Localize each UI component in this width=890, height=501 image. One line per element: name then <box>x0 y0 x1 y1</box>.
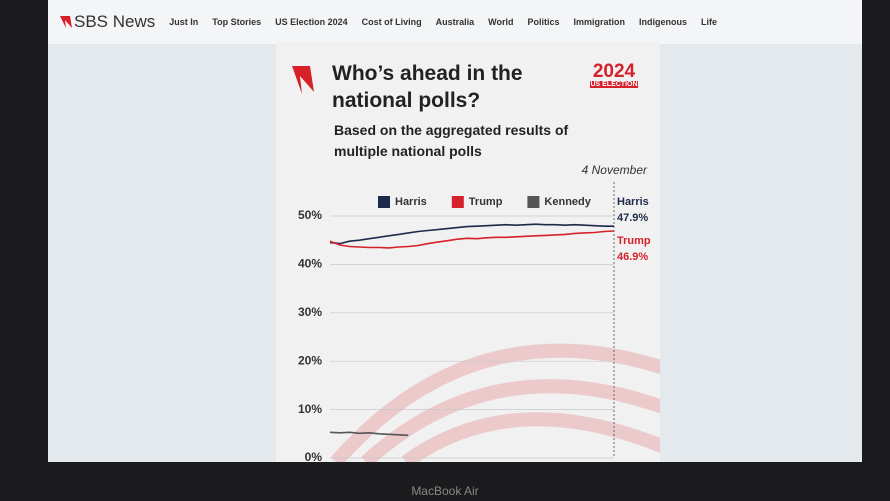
y-tick-label: 0% <box>305 450 323 462</box>
logo-icon <box>60 16 72 28</box>
y-tick-label: 20% <box>298 353 322 367</box>
logo-text: SBS News <box>74 12 156 31</box>
nav-item[interactable]: US Election 2024 <box>275 17 348 27</box>
logo[interactable]: SBS News <box>58 12 155 32</box>
badge-year: 2024 <box>592 61 636 82</box>
nav-item[interactable]: Top Stories <box>212 17 262 27</box>
screen: SBS News Just In Top Stories US Election 2… <box>48 0 862 462</box>
nav-item[interactable]: Life <box>701 17 718 27</box>
date-annotation: 4 November <box>582 163 648 177</box>
election-badge: 2024 US ELECTION <box>590 62 638 88</box>
legend-label: Trump <box>469 196 503 208</box>
y-tick-label: 40% <box>298 257 322 271</box>
nav-item[interactable]: Cost of Living <box>361 17 422 27</box>
badge-label: US ELECTION <box>590 81 638 88</box>
nav-item[interactable]: World <box>488 17 514 27</box>
chart-title: Who’s ahead in the national polls? <box>332 62 523 112</box>
end-value: 46.9% <box>617 251 648 263</box>
nav-item[interactable]: Australia <box>435 17 475 27</box>
flag-watermark <box>330 343 660 462</box>
chart-card: Who’s ahead in the national polls? Based… <box>276 42 660 462</box>
device-label: MacBook Air <box>411 484 479 498</box>
y-tick-label: 10% <box>298 402 322 416</box>
legend-swatch <box>451 196 464 208</box>
legend-swatch <box>378 196 390 208</box>
legend-label: Harris <box>395 196 427 208</box>
nav-bar: SBS News Just In Top Stories US Election 2… <box>48 0 862 44</box>
chart-subtitle: Based on the aggregated results of multi… <box>334 122 569 159</box>
chart: 0% 10% 20% 30% 40% 50% 4 November Harris Harris 4… <box>298 163 660 462</box>
nav-item[interactable]: Politics <box>527 17 560 27</box>
nav-item[interactable]: Indigenous <box>639 17 688 27</box>
series-line <box>329 223 614 245</box>
end-name: Trump <box>617 235 651 247</box>
legend-swatch <box>527 196 540 208</box>
nav-item[interactable]: Just In <box>169 17 199 27</box>
card-logo <box>292 66 314 94</box>
y-tick-label: 30% <box>298 305 322 319</box>
nav-items: Just In Top Stories US Election 2024 Cost o… <box>169 17 717 27</box>
end-name: Harris <box>617 196 649 208</box>
nav-item[interactable]: Immigration <box>573 17 626 27</box>
end-value: 47.9% <box>617 212 648 224</box>
series-line <box>329 431 409 437</box>
series-line <box>329 230 615 249</box>
y-tick-label: 50% <box>298 208 322 222</box>
legend-label: Kennedy <box>544 196 591 208</box>
